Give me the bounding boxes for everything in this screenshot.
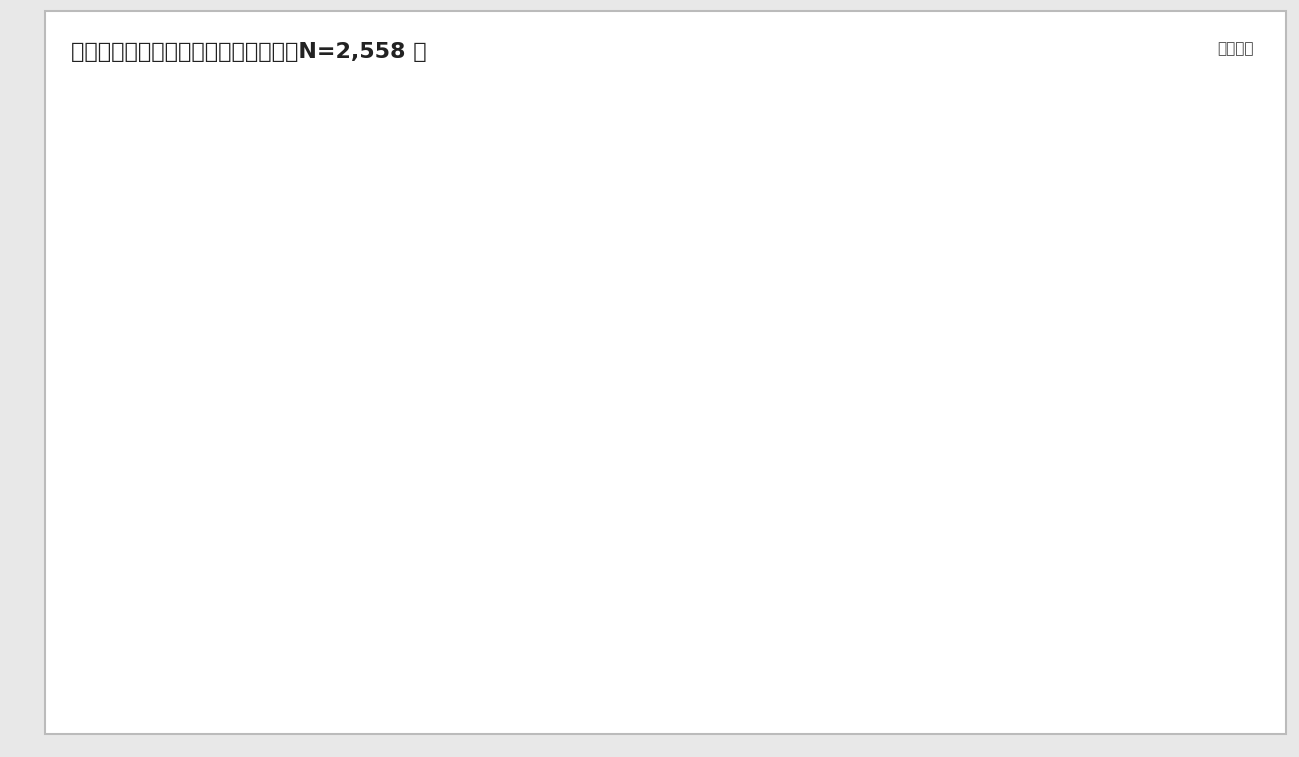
Bar xyxy=(305,396,947,431)
Bar xyxy=(305,559,1098,594)
Bar xyxy=(305,314,803,349)
Text: 図表２．政府の少子化対策への期待（N=2,558 ）: 図表２．政府の少子化対策への期待（N=2,558 ） xyxy=(71,42,427,61)
Text: 383: 383 xyxy=(813,322,844,341)
Bar xyxy=(305,478,1000,512)
Bar xyxy=(305,232,481,267)
Text: 494: 494 xyxy=(957,404,989,422)
Bar xyxy=(305,641,826,676)
Text: 535: 535 xyxy=(1011,486,1042,504)
Text: 単位：人: 単位：人 xyxy=(1217,42,1254,57)
Text: 401: 401 xyxy=(837,650,868,668)
Text: 610: 610 xyxy=(1108,568,1139,586)
Text: 135: 135 xyxy=(491,241,522,259)
